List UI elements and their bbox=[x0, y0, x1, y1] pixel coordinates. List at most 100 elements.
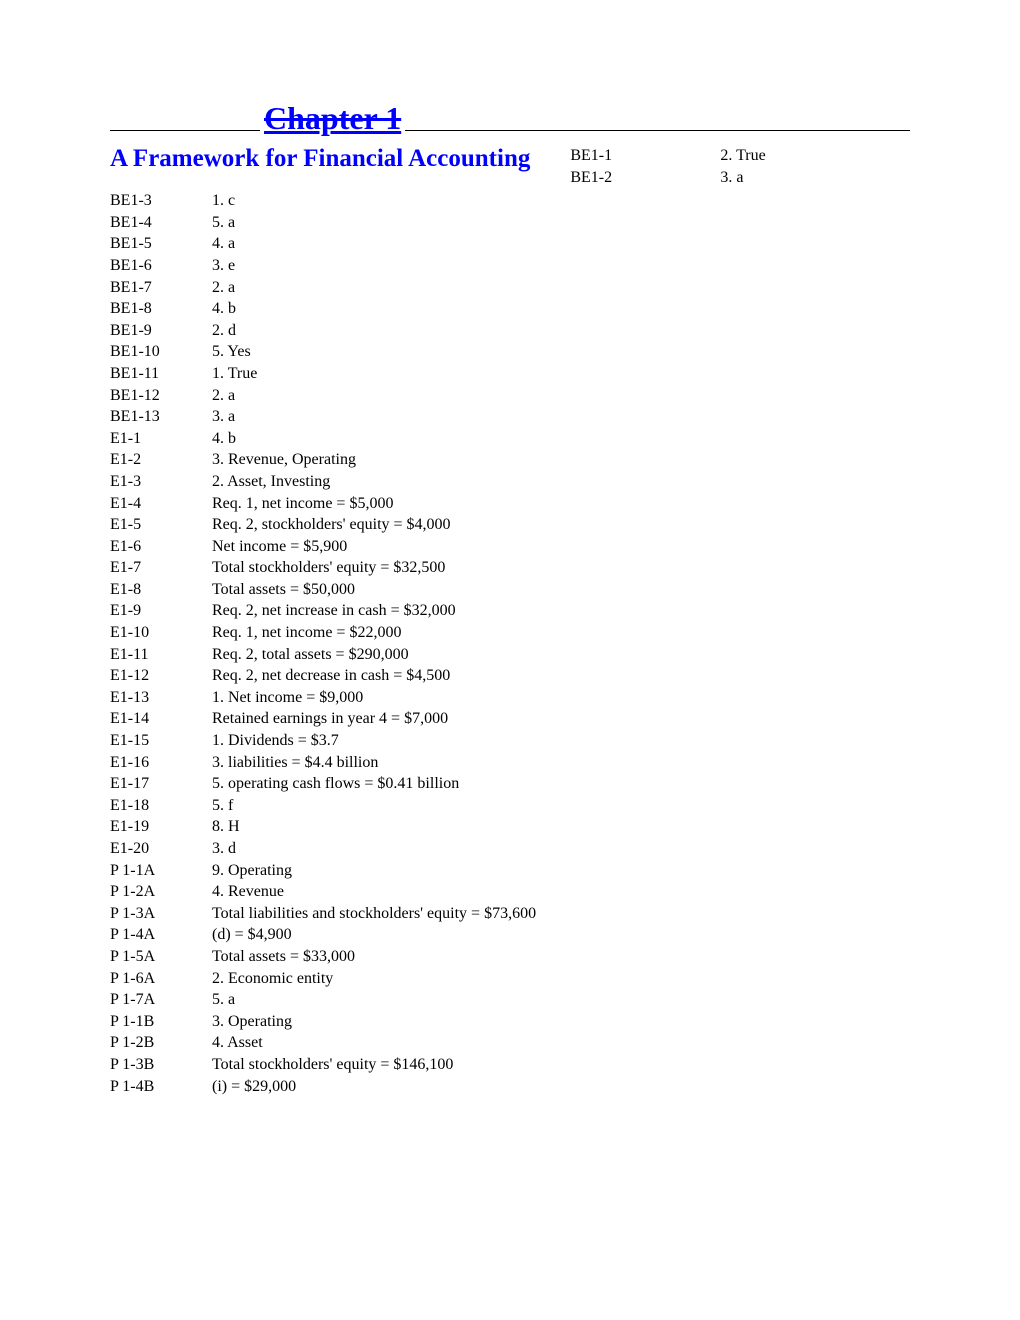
answer-key: P 1-1A bbox=[110, 860, 212, 882]
answer-row: E1-198. H bbox=[110, 816, 910, 838]
answer-value: Req. 2, stockholders' equity = $4,000 bbox=[212, 514, 451, 536]
answer-key: E1-15 bbox=[110, 730, 212, 752]
answer-row: E1-131. Net income = $9,000 bbox=[110, 687, 910, 709]
answer-row: E1-6Net income = $5,900 bbox=[110, 536, 910, 558]
answer-row: P 1-3BTotal stockholders' equity = $146,… bbox=[110, 1054, 910, 1076]
answer-key: P 1-6A bbox=[110, 968, 212, 990]
answer-row: E1-10Req. 1, net income = $22,000 bbox=[110, 622, 910, 644]
answer-value: 1. c bbox=[212, 190, 235, 212]
answer-row: P 1-3ATotal liabilities and stockholders… bbox=[110, 903, 910, 925]
answer-value: Net income = $5,900 bbox=[212, 536, 347, 558]
answer-key: P 1-4B bbox=[110, 1076, 212, 1098]
chapter-title: Chapter 1 bbox=[260, 100, 405, 137]
answer-key: E1-7 bbox=[110, 557, 212, 579]
answer-key: P 1-5A bbox=[110, 946, 212, 968]
answer-value: 3. a bbox=[720, 167, 743, 189]
answer-value: 5. a bbox=[212, 989, 235, 1011]
answer-value: 3. a bbox=[212, 406, 235, 428]
answer-key: BE1-6 bbox=[110, 255, 212, 277]
answer-value: 4. a bbox=[212, 233, 235, 255]
answer-row: P 1-4A(d) = $4,900 bbox=[110, 924, 910, 946]
answer-key: P 1-4A bbox=[110, 924, 212, 946]
answer-key: BE1-13 bbox=[110, 406, 212, 428]
answer-value: Req. 1, net income = $5,000 bbox=[212, 493, 393, 515]
answer-row: BE1-92. d bbox=[110, 320, 910, 342]
chapter-title-block: Chapter 1 bbox=[110, 100, 910, 137]
answer-value: 1. Net income = $9,000 bbox=[212, 687, 363, 709]
horizontal-rule bbox=[110, 130, 910, 131]
answer-row: P 1-4B(i) = $29,000 bbox=[110, 1076, 910, 1098]
answer-value: 3. Revenue, Operating bbox=[212, 449, 356, 471]
answer-value: 4. b bbox=[212, 298, 236, 320]
header-right-items: BE1-1 2. True BE1-2 3. a bbox=[570, 145, 765, 188]
answer-key: BE1-12 bbox=[110, 385, 212, 407]
answer-key: E1-6 bbox=[110, 536, 212, 558]
answer-value: 2. a bbox=[212, 385, 235, 407]
answer-value: (i) = $29,000 bbox=[212, 1076, 296, 1098]
answer-key: BE1-7 bbox=[110, 277, 212, 299]
answer-value: 2. d bbox=[212, 320, 236, 342]
answer-value: 1. True bbox=[212, 363, 257, 385]
answer-row: E1-163. liabilities = $4.4 billion bbox=[110, 752, 910, 774]
answer-value: 5. a bbox=[212, 212, 235, 234]
answer-key: E1-13 bbox=[110, 687, 212, 709]
answer-value: Req. 2, net increase in cash = $32,000 bbox=[212, 600, 456, 622]
answer-value: 5. Yes bbox=[212, 341, 251, 363]
answer-key: E1-16 bbox=[110, 752, 212, 774]
answer-key: E1-12 bbox=[110, 665, 212, 687]
answer-value: 8. H bbox=[212, 816, 240, 838]
answer-row: P 1-2B4. Asset bbox=[110, 1032, 910, 1054]
answer-row: P 1-6A2. Economic entity bbox=[110, 968, 910, 990]
answer-row: E1-185. f bbox=[110, 795, 910, 817]
answer-value: 5. operating cash flows = $0.41 billion bbox=[212, 773, 459, 795]
answer-row: BE1-111. True bbox=[110, 363, 910, 385]
answer-key: BE1-2 bbox=[570, 167, 720, 189]
answer-value: 3. Operating bbox=[212, 1011, 292, 1033]
answer-key: E1-19 bbox=[110, 816, 212, 838]
answer-value: 9. Operating bbox=[212, 860, 292, 882]
answer-row: P 1-2A4. Revenue bbox=[110, 881, 910, 903]
answer-value: 4. Revenue bbox=[212, 881, 284, 903]
answer-value: Req. 1, net income = $22,000 bbox=[212, 622, 401, 644]
answer-key: BE1-5 bbox=[110, 233, 212, 255]
answer-value: 5. f bbox=[212, 795, 233, 817]
answer-value: Req. 2, total assets = $290,000 bbox=[212, 644, 409, 666]
answer-row: P 1-5ATotal assets = $33,000 bbox=[110, 946, 910, 968]
header-right-item: BE1-2 3. a bbox=[570, 167, 765, 189]
answer-value: Req. 2, net decrease in cash = $4,500 bbox=[212, 665, 450, 687]
answer-key: P 1-2B bbox=[110, 1032, 212, 1054]
answer-row: E1-23. Revenue, Operating bbox=[110, 449, 910, 471]
answer-value: 4. b bbox=[212, 428, 236, 450]
answer-key: BE1-9 bbox=[110, 320, 212, 342]
answer-key: P 1-2A bbox=[110, 881, 212, 903]
answer-value: Total liabilities and stockholders' equi… bbox=[212, 903, 536, 925]
header-right-item: BE1-1 2. True bbox=[570, 145, 765, 167]
answer-key: E1-2 bbox=[110, 449, 212, 471]
answer-row: E1-7Total stockholders' equity = $32,500 bbox=[110, 557, 910, 579]
answer-key: E1-8 bbox=[110, 579, 212, 601]
answer-value: 2. Asset, Investing bbox=[212, 471, 330, 493]
answer-row: E1-14. b bbox=[110, 428, 910, 450]
answer-value: 3. e bbox=[212, 255, 235, 277]
answer-value: 2. a bbox=[212, 277, 235, 299]
answer-list: BE1-31. cBE1-45. aBE1-54. aBE1-63. eBE1-… bbox=[110, 190, 910, 1097]
answer-value: 1. Dividends = $3.7 bbox=[212, 730, 339, 752]
answer-key: BE1-3 bbox=[110, 190, 212, 212]
answer-row: BE1-72. a bbox=[110, 277, 910, 299]
answer-row: E1-8Total assets = $50,000 bbox=[110, 579, 910, 601]
answer-value: 3. liabilities = $4.4 billion bbox=[212, 752, 378, 774]
answer-key: P 1-3B bbox=[110, 1054, 212, 1076]
answer-row: BE1-122. a bbox=[110, 385, 910, 407]
answer-key: E1-4 bbox=[110, 493, 212, 515]
answer-key: BE1-10 bbox=[110, 341, 212, 363]
answer-key: E1-1 bbox=[110, 428, 212, 450]
answer-row: E1-9Req. 2, net increase in cash = $32,0… bbox=[110, 600, 910, 622]
answer-row: BE1-45. a bbox=[110, 212, 910, 234]
answer-row: P 1-1A9. Operating bbox=[110, 860, 910, 882]
answer-key: BE1-8 bbox=[110, 298, 212, 320]
answer-row: BE1-54. a bbox=[110, 233, 910, 255]
answer-value: 2. True bbox=[720, 145, 765, 167]
answer-key: BE1-1 bbox=[570, 145, 720, 167]
answer-value: 4. Asset bbox=[212, 1032, 263, 1054]
answer-key: E1-17 bbox=[110, 773, 212, 795]
